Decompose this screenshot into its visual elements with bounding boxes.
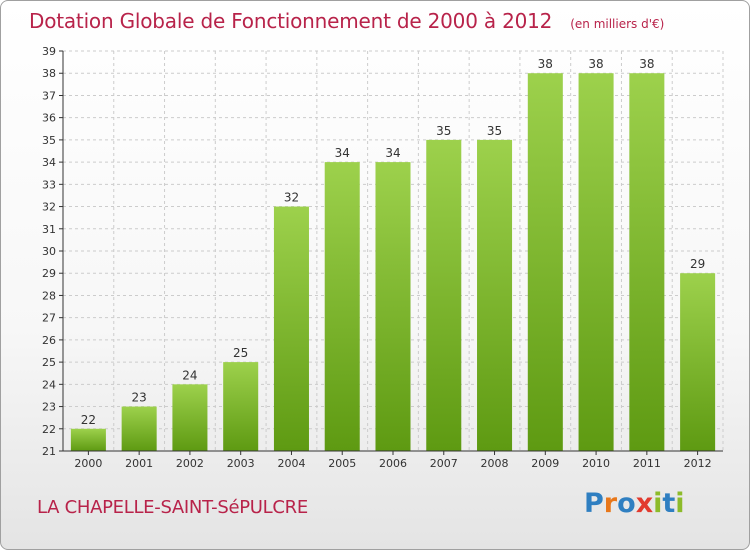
- bar-value-label: 22: [81, 413, 96, 427]
- x-tick-label: 2002: [176, 457, 204, 470]
- x-tick-label: 2000: [74, 457, 102, 470]
- logo-letter: r: [603, 488, 618, 519]
- x-tick-label: 2006: [379, 457, 407, 470]
- axes: 21 22 23 24 25 26 27 28 29 30 31 32 33 34 35 36 37 38 39 20…: [42, 45, 723, 470]
- y-tick-label: 29: [42, 267, 56, 280]
- y-tick-label: 39: [42, 45, 56, 58]
- bar-value-label: 23: [132, 391, 147, 405]
- title-row: Dotation Globale de Fonctionnement de 20…: [29, 9, 664, 33]
- y-tick-label: 35: [42, 134, 56, 147]
- y-tick-label: 21: [42, 445, 56, 458]
- bar: [273, 206, 309, 451]
- y-tick-label: 37: [42, 89, 56, 102]
- bar-value-label: 32: [284, 191, 299, 205]
- y-tick-label: 30: [42, 245, 56, 258]
- chart-title: Dotation Globale de Fonctionnement de 20…: [29, 9, 553, 33]
- y-tick-label: 22: [42, 423, 56, 436]
- unit-note: (en milliers d'€): [570, 17, 665, 31]
- x-tick-label: 2005: [328, 457, 356, 470]
- bar: [680, 273, 716, 451]
- bar: [121, 406, 157, 451]
- bar-value-label: 29: [690, 257, 705, 271]
- y-tick-label: 23: [42, 401, 56, 414]
- bar-value-label: 34: [335, 146, 350, 160]
- x-tick-label: 2009: [531, 457, 559, 470]
- logo-letter: P: [584, 488, 604, 519]
- logo-letter: x: [635, 488, 654, 519]
- x-tick-label: 2004: [277, 457, 305, 470]
- bar: [70, 428, 106, 451]
- bar: [527, 73, 563, 451]
- logo-letter: t: [662, 488, 676, 519]
- commune-name: LA CHAPELLE-SAINT-SéPULCRE: [37, 497, 308, 518]
- bar: [477, 139, 513, 451]
- y-tick-label: 34: [42, 156, 56, 169]
- y-tick-label: 36: [42, 112, 56, 125]
- x-tick-label: 2003: [227, 457, 255, 470]
- y-tick-label: 38: [42, 67, 56, 80]
- logo-letter: i: [653, 488, 663, 519]
- bar-value-label: 38: [538, 57, 553, 71]
- y-tick-label: 28: [42, 289, 56, 302]
- bar-value-label: 25: [233, 346, 248, 360]
- bar: [426, 139, 462, 451]
- bar: [223, 362, 259, 451]
- y-tick-label: 25: [42, 356, 56, 369]
- bar-value-label: 38: [639, 57, 654, 71]
- x-tick-label: 2010: [582, 457, 610, 470]
- bar: [172, 384, 208, 451]
- x-tick-label: 2007: [430, 457, 458, 470]
- bar: [324, 162, 360, 451]
- bar-value-label: 35: [487, 124, 502, 138]
- x-tick-label: 2012: [684, 457, 712, 470]
- labels: 22 23 24 25 32 34 34 35 35 38 38 38 29: [81, 57, 706, 427]
- bar: [578, 73, 614, 451]
- y-tick-label: 26: [42, 334, 56, 347]
- bar: [375, 162, 411, 451]
- x-tick-label: 2011: [633, 457, 661, 470]
- y-tick-label: 31: [42, 223, 56, 236]
- bar: [629, 73, 665, 451]
- y-tick-label: 32: [42, 201, 56, 214]
- y-tick-label: 27: [42, 312, 56, 325]
- x-tick-label: 2008: [481, 457, 509, 470]
- bar-value-label: 34: [385, 146, 400, 160]
- bar-value-label: 24: [182, 368, 197, 382]
- bar-value-label: 38: [588, 57, 603, 71]
- logo-letter: o: [617, 488, 636, 519]
- y-tick-label: 24: [42, 378, 56, 391]
- proxiti-logo: Proxiti: [584, 488, 685, 519]
- bar-value-label: 35: [436, 124, 451, 138]
- logo-letter: i: [675, 488, 685, 519]
- y-tick-label: 33: [42, 178, 56, 191]
- x-tick-label: 2001: [125, 457, 153, 470]
- bars: [70, 73, 716, 451]
